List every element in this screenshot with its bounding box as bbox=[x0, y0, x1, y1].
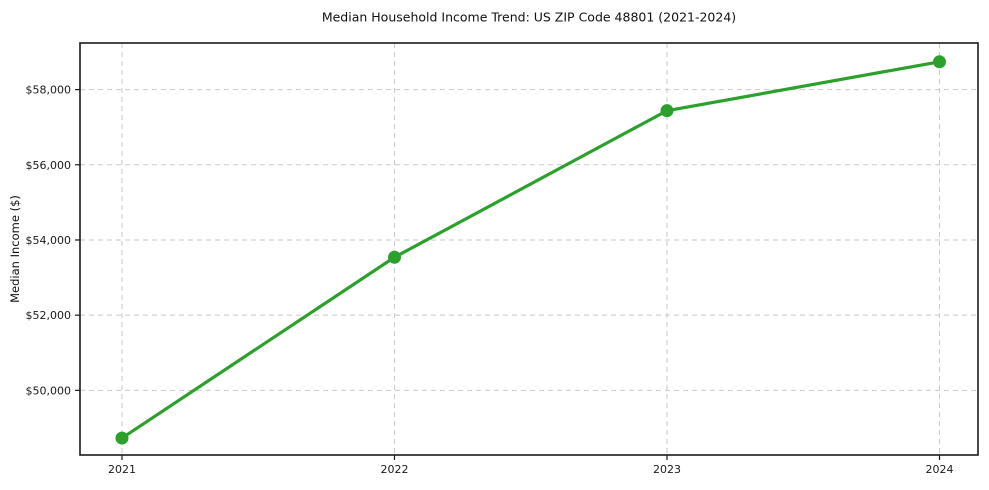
y-tick-label: $54,000 bbox=[26, 234, 72, 247]
data-series-layer bbox=[115, 55, 946, 445]
y-tick-label: $56,000 bbox=[26, 159, 72, 172]
data-point-2023 bbox=[660, 104, 674, 118]
y-tick-label: $50,000 bbox=[26, 384, 72, 397]
data-point-2022 bbox=[388, 250, 401, 264]
x-tick-label: 2024 bbox=[926, 463, 954, 476]
data-point-2021 bbox=[115, 431, 129, 445]
y-tick-label: $52,000 bbox=[26, 309, 72, 322]
plot-border bbox=[79, 42, 979, 456]
chart-title: Median Household Income Trend: US ZIP Co… bbox=[322, 10, 736, 25]
x-tick-label: 2021 bbox=[108, 463, 136, 476]
gridlines-layer bbox=[80, 43, 978, 455]
trend-line bbox=[120, 60, 942, 440]
x-tick-label: 2023 bbox=[653, 463, 681, 476]
x-tick-label: 2022 bbox=[381, 463, 409, 476]
axis-ticks-layer: $50,000 $52,000 $54,000 $56,000 $58,000 2021 2… bbox=[26, 84, 954, 476]
y-axis-label: Median Income ($) bbox=[8, 195, 22, 303]
data-point-2024 bbox=[933, 55, 946, 69]
y-tick-label: $58,000 bbox=[26, 84, 72, 97]
